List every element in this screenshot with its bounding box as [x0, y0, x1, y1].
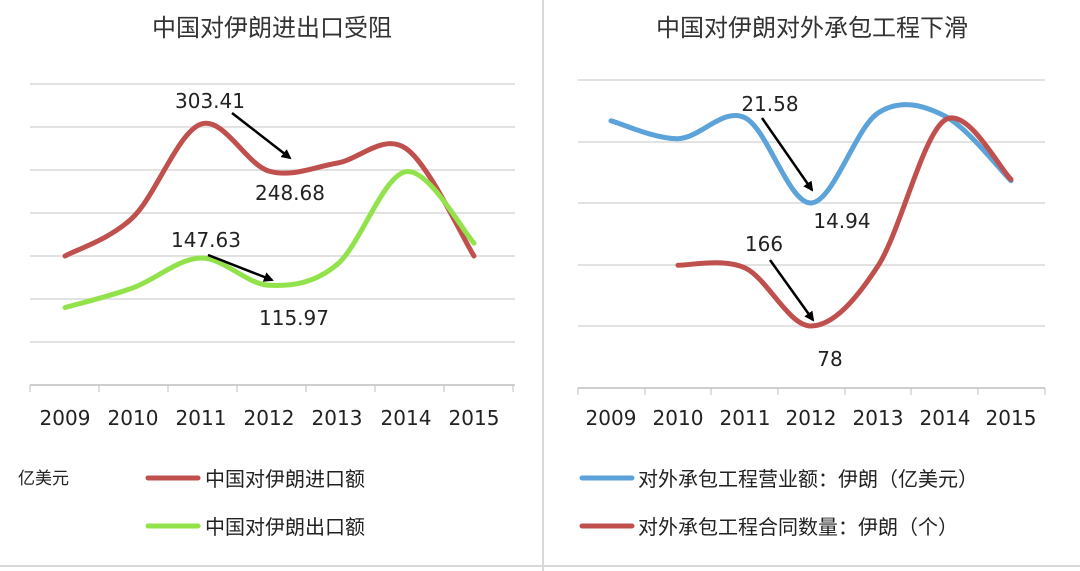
left-chart: 中国对伊朗进出口受阻 2009 2010 2011 2012 2013	[18, 14, 515, 539]
x-tick-label: 2012	[786, 406, 837, 430]
data-label: 21.58	[741, 92, 798, 116]
right-chart-title: 中国对伊朗对外承包工程下滑	[656, 14, 968, 42]
x-tick-label: 2010	[108, 406, 159, 430]
data-label: 147.63	[171, 228, 241, 252]
legend-label-export: 中国对伊朗出口额	[205, 515, 365, 539]
x-tick-label: 2011	[720, 406, 771, 430]
x-tick-label: 2009	[586, 406, 637, 430]
x-tick-label: 2010	[653, 406, 704, 430]
x-tick-label: 2015	[986, 406, 1037, 430]
arrow	[207, 253, 274, 282]
unit-label: 亿美元	[18, 469, 69, 489]
legend-label-import: 中国对伊朗进口额	[205, 467, 365, 491]
arrow	[768, 259, 815, 322]
left-chart-title: 中国对伊朗进出口受阻	[152, 14, 392, 42]
x-tick-label: 2013	[312, 406, 363, 430]
data-label: 248.68	[255, 181, 325, 205]
x-tick-label: 2011	[176, 406, 227, 430]
right-legend: 对外承包工程营业额：伊朗（亿美元） 对外承包工程合同数量：伊朗（个）	[579, 467, 978, 539]
x-tick-label: 2014	[920, 406, 971, 430]
legend-label-revenue: 对外承包工程营业额：伊朗（亿美元）	[638, 467, 978, 491]
left-annotations: 303.41 248.68 147.63 115.97	[171, 89, 329, 330]
x-tick-label: 2013	[853, 406, 904, 430]
series-line-revenue	[608, 102, 1014, 206]
data-label: 78	[817, 347, 842, 371]
x-tick-label: 2012	[244, 406, 295, 430]
right-chart: 中国对伊朗对外承包工程下滑 2009 2010 2011 2012 2013 2…	[577, 14, 1046, 539]
right-x-ticks: 2009 2010 2011 2012 2013 2014 2015	[577, 388, 1046, 430]
series-line-import	[62, 120, 477, 259]
x-tick-label: 2014	[381, 406, 432, 430]
left-legend: 亿美元 中国对伊朗进口额 中国对伊朗出口额	[18, 467, 365, 539]
x-tick-label: 2009	[40, 406, 91, 430]
left-gridlines	[30, 83, 515, 386]
legend-label-contracts: 对外承包工程合同数量：伊朗（个）	[638, 515, 958, 539]
x-tick-label: 2015	[449, 406, 500, 430]
right-annotations: 21.58 14.94 166 78	[741, 92, 870, 371]
arrow	[231, 112, 292, 160]
data-label: 14.94	[813, 209, 870, 233]
data-label: 166	[745, 232, 783, 256]
series-line-export	[62, 169, 477, 311]
data-label: 115.97	[259, 306, 329, 330]
left-x-ticks: 2009 2010 2011 2012 2013 2014 2015	[29, 385, 514, 430]
series-line-contracts	[675, 115, 1014, 329]
right-gridlines	[578, 79, 1045, 389]
arrow	[760, 117, 814, 192]
data-label: 303.41	[175, 89, 245, 113]
